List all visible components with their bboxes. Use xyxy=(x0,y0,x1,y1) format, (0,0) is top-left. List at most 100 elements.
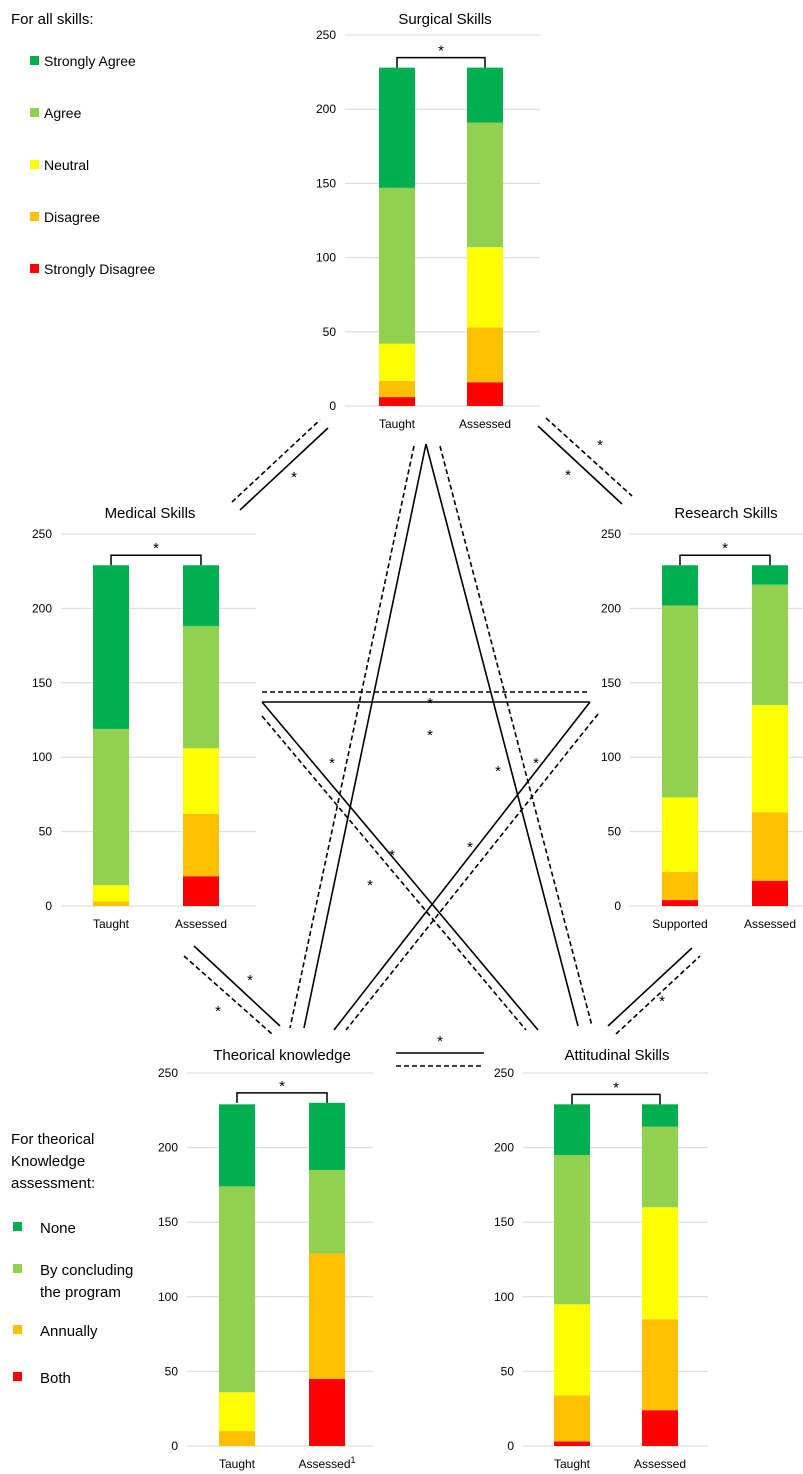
connector-dashed xyxy=(183,955,273,1035)
bar-segment-neutral xyxy=(662,797,698,872)
bar-segment-strongly-disagree xyxy=(183,876,219,906)
bar-segment-strongly-agree xyxy=(662,565,698,606)
bar-segment-neutral xyxy=(219,1392,255,1432)
connector-star: * xyxy=(215,1003,221,1020)
connector-dashed xyxy=(439,445,593,1027)
bar-segment-strongly-disagree xyxy=(554,1441,590,1446)
bar-segment-strongly-agree xyxy=(219,1104,255,1187)
significance-bracket xyxy=(571,1093,661,1105)
bar-segment-strongly-disagree xyxy=(642,1410,678,1446)
connector-solid xyxy=(239,427,329,511)
connector-solid xyxy=(333,701,591,1031)
x-tick-text: Taught xyxy=(554,1457,591,1471)
footnote-marker: 1 xyxy=(351,1455,356,1465)
x-tick-text: Assessed xyxy=(744,917,796,931)
theory-legend-title: For theorical xyxy=(11,1131,94,1148)
bar-segment-agree xyxy=(379,187,415,344)
bar-segment-disagree xyxy=(309,1253,345,1379)
x-tick-text: Taught xyxy=(219,1457,256,1471)
y-tick-label: 200 xyxy=(158,1141,178,1155)
significance-bracket xyxy=(679,554,771,566)
chart-title: Attitudinal Skills xyxy=(564,1047,669,1064)
bar-segment-neutral xyxy=(93,885,129,902)
bar-segment-strongly-disagree xyxy=(309,1378,345,1446)
connector-star: * xyxy=(533,755,539,772)
legend-swatch xyxy=(30,108,39,117)
bar-segment-agree xyxy=(219,1186,255,1393)
bar-segment-neutral xyxy=(554,1304,590,1396)
legend-label: Neutral xyxy=(44,157,89,173)
y-tick-label: 0 xyxy=(45,899,52,913)
legend-title: For all skills: xyxy=(11,11,94,28)
significance-bracket xyxy=(110,554,202,566)
x-tick-text: Assessed xyxy=(175,917,227,931)
connector-dashed xyxy=(345,713,599,1031)
y-tick-label: 150 xyxy=(601,676,621,690)
chart-research: Research Skills 0 50 100 150 200 250 Supported A… xyxy=(601,505,803,931)
x-tick-label: Assessed xyxy=(744,917,796,931)
bar-segment-strongly-agree xyxy=(309,1102,345,1170)
y-tick-label: 0 xyxy=(507,1439,514,1453)
bar-segment-agree xyxy=(467,122,503,248)
y-tick-label: 100 xyxy=(494,1290,514,1304)
y-tick-label: 200 xyxy=(601,601,621,615)
legend-swatch xyxy=(30,160,39,169)
legend-label: Disagree xyxy=(44,209,100,225)
connector-star: * xyxy=(565,467,571,484)
connector-solid xyxy=(303,443,427,1029)
bar-segment-neutral xyxy=(467,247,503,328)
significance-bracket xyxy=(236,1092,328,1103)
x-tick-label: Assessed xyxy=(175,917,227,931)
x-tick-text: Assessed xyxy=(298,1457,350,1471)
connector-star: * xyxy=(367,877,373,894)
bar-segment-agree xyxy=(642,1126,678,1208)
connector-solid xyxy=(193,945,281,1027)
connector-star: * xyxy=(659,993,665,1010)
bar-segment-disagree xyxy=(662,871,698,901)
connector-star: * xyxy=(389,847,395,864)
bar-segment-neutral xyxy=(183,748,219,814)
bar-segment-strongly-agree xyxy=(93,565,129,729)
theory-legend-swatch xyxy=(13,1372,22,1381)
theory-legend-title: assessment: xyxy=(11,1175,95,1192)
bar-segment-disagree xyxy=(93,901,129,906)
x-tick-text: Assessed xyxy=(459,417,511,431)
bar-segment-strongly-disagree xyxy=(379,397,415,406)
x-tick-label: Assessed1 xyxy=(298,1455,355,1471)
bar-segment-disagree xyxy=(219,1431,255,1446)
theory-legend-label: the program xyxy=(40,1284,121,1301)
y-tick-label: 100 xyxy=(316,251,336,265)
connector-star: * xyxy=(329,755,335,772)
bar-segment-strongly-agree xyxy=(183,565,219,627)
significance-star: * xyxy=(722,540,728,557)
connector-solid xyxy=(537,425,623,505)
chart-title: Surgical Skills xyxy=(398,11,491,28)
y-tick-label: 250 xyxy=(494,1066,514,1080)
y-tick-label: 200 xyxy=(316,102,336,116)
y-tick-label: 250 xyxy=(316,28,336,42)
bar-segment-disagree xyxy=(183,813,219,877)
bar-segment-strongly-disagree xyxy=(662,900,698,906)
y-tick-label: 150 xyxy=(32,676,52,690)
significance-star: * xyxy=(279,1078,285,1095)
significance-star: * xyxy=(153,540,159,557)
x-tick-label: Taught xyxy=(93,917,130,931)
y-tick-label: 50 xyxy=(608,825,622,839)
connector-solid xyxy=(607,947,693,1027)
chart-title: Research Skills xyxy=(674,505,777,522)
bar-segment-disagree xyxy=(642,1319,678,1411)
y-tick-label: 250 xyxy=(158,1066,178,1080)
connector-dashed xyxy=(231,419,321,503)
theory-legend-title: Knowledge xyxy=(11,1153,85,1170)
chart-surgical: Surgical Skills 0 50 100 150 200 250 Taught Asse… xyxy=(316,11,540,431)
significance-star: * xyxy=(613,1079,619,1096)
x-tick-label: Assessed xyxy=(459,417,511,431)
bar-segment-strongly-disagree xyxy=(752,880,788,906)
y-tick-label: 50 xyxy=(39,825,53,839)
legends-layer: For all skills: Strongly Agree Agree Neutra… xyxy=(11,11,155,1387)
bar-segment-agree xyxy=(554,1155,590,1305)
chart-title: Medical Skills xyxy=(105,505,196,522)
x-tick-text: Taught xyxy=(379,417,416,431)
